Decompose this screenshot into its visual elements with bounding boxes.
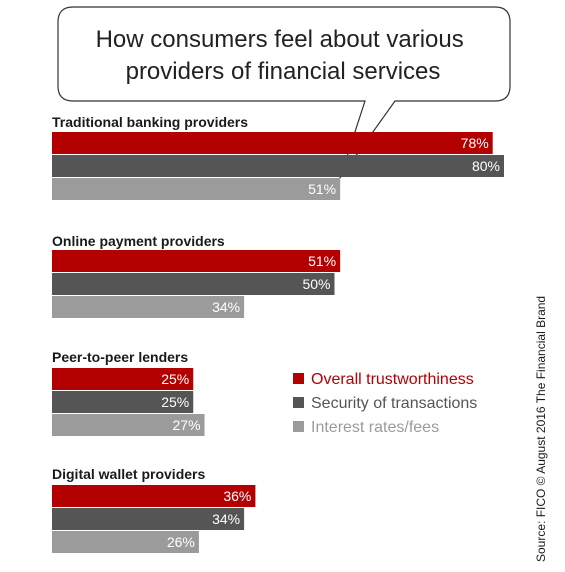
data-label: 50% (302, 276, 330, 292)
data-label: 51% (308, 181, 336, 197)
group-label: Peer-to-peer lenders (52, 349, 188, 365)
data-label: 25% (161, 394, 189, 410)
legend-item: Overall trustworthiness (293, 371, 474, 388)
data-label: 26% (167, 534, 195, 550)
bar (52, 155, 504, 177)
bar (52, 414, 205, 436)
data-label: 51% (308, 253, 336, 269)
data-label: 34% (212, 299, 240, 315)
data-label: 25% (161, 371, 189, 387)
bar-group: Traditional banking providers 78% 80% 51% (52, 114, 504, 200)
bar-group: Online payment providers 51% 50% 34% (52, 233, 341, 318)
group-label: Traditional banking providers (52, 114, 248, 130)
bar (52, 368, 194, 390)
bar (52, 132, 493, 154)
chart-title-line-1: How consumers feel about various (96, 26, 464, 53)
title-callout: How consumers feel about various provide… (57, 6, 511, 179)
svg-text:How consumers feel about vario: How consumers feel about various provide… (96, 26, 471, 85)
legend-label: Security of transactions (311, 395, 477, 412)
group-label: Digital wallet providers (52, 466, 205, 482)
legend: Overall trustworthiness Security of trans… (293, 371, 477, 436)
bar (52, 485, 256, 507)
bar-group: Peer-to-peer lenders 25% 25% 27% (52, 349, 205, 436)
bar (52, 273, 335, 295)
chart-title-line-2: providers of financial services (126, 58, 441, 85)
legend-label: Interest rates/fees (311, 419, 439, 436)
bar (52, 296, 245, 318)
legend-item: Security of transactions (293, 395, 477, 412)
data-label: 80% (472, 158, 500, 174)
legend-item: Interest rates/fees (293, 419, 439, 436)
legend-swatch (293, 373, 304, 384)
legend-swatch (293, 397, 304, 408)
data-label: 36% (223, 488, 251, 504)
group-label: Online payment providers (52, 233, 225, 249)
data-label: 34% (212, 511, 240, 527)
data-label: 78% (461, 135, 489, 151)
legend-swatch (293, 421, 304, 432)
bar (52, 250, 341, 272)
source-text: Source: FICO © August 2016 The Financial… (534, 296, 548, 562)
bar (52, 508, 245, 530)
bar-group: Digital wallet providers 36% 34% 26% (52, 466, 256, 553)
data-label: 27% (173, 417, 201, 433)
bar-groups: Traditional banking providers78%80%51%On… (52, 114, 504, 553)
bar (52, 531, 199, 553)
legend-label: Overall trustworthiness (311, 371, 474, 388)
bar (52, 391, 194, 413)
bar (52, 178, 341, 200)
